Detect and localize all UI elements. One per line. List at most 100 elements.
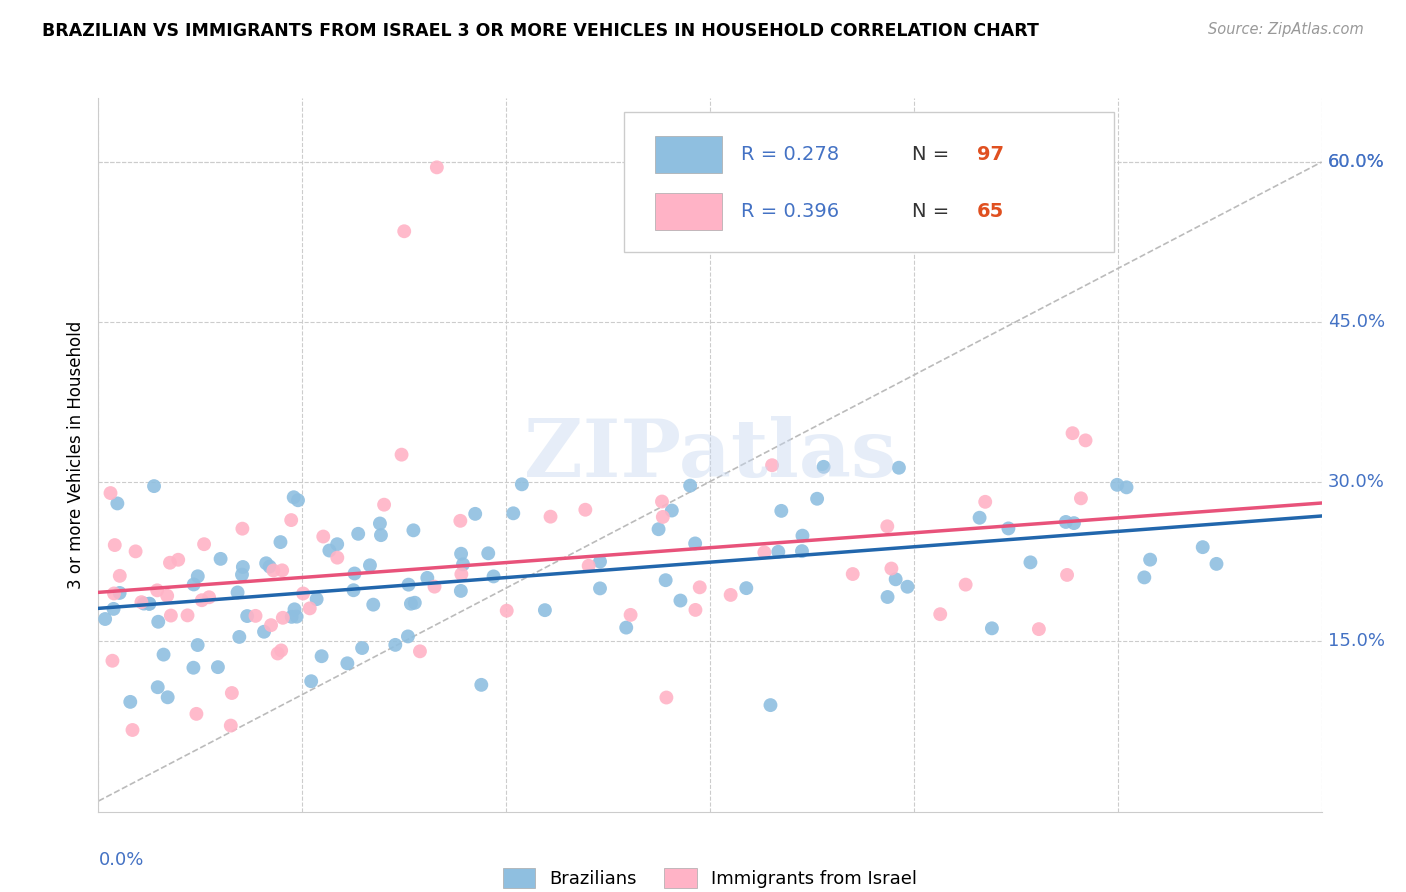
Point bbox=[1070, 491, 1092, 506]
Point bbox=[884, 572, 907, 586]
Point bbox=[426, 161, 449, 175]
Point bbox=[283, 602, 305, 616]
Point bbox=[103, 586, 125, 600]
Point bbox=[298, 601, 321, 615]
Point bbox=[198, 591, 221, 605]
Point bbox=[477, 546, 499, 560]
Point bbox=[510, 477, 533, 491]
Text: 30.0%: 30.0% bbox=[1327, 473, 1385, 491]
Point bbox=[121, 723, 143, 737]
Point bbox=[370, 528, 392, 542]
Point bbox=[974, 495, 997, 509]
Point bbox=[589, 555, 612, 569]
Point bbox=[647, 522, 669, 536]
Point bbox=[1139, 552, 1161, 566]
Point bbox=[464, 507, 486, 521]
Point bbox=[955, 577, 977, 591]
Point bbox=[404, 596, 426, 610]
Point bbox=[399, 597, 422, 611]
Text: R = 0.396: R = 0.396 bbox=[741, 202, 839, 221]
Point bbox=[231, 567, 253, 582]
Point bbox=[876, 590, 898, 604]
Point bbox=[1063, 516, 1085, 530]
FancyBboxPatch shape bbox=[655, 136, 723, 173]
Point bbox=[1054, 515, 1077, 529]
Point bbox=[271, 563, 294, 577]
Point bbox=[655, 690, 678, 705]
Point bbox=[359, 558, 381, 573]
Point bbox=[470, 678, 492, 692]
Point bbox=[651, 510, 673, 524]
Point bbox=[368, 516, 391, 531]
Point bbox=[669, 593, 692, 607]
Point bbox=[254, 556, 277, 570]
Point bbox=[1019, 555, 1042, 569]
Point bbox=[193, 537, 215, 551]
Point bbox=[146, 583, 169, 598]
Point bbox=[280, 610, 302, 624]
Point bbox=[120, 695, 142, 709]
Point bbox=[1205, 557, 1227, 571]
Point bbox=[186, 706, 208, 721]
Point bbox=[880, 561, 903, 575]
Point bbox=[398, 577, 420, 591]
Point bbox=[104, 538, 127, 552]
Point bbox=[813, 459, 835, 474]
Point bbox=[187, 569, 209, 583]
Text: R = 0.278: R = 0.278 bbox=[741, 145, 839, 164]
Text: N =: N = bbox=[912, 202, 955, 221]
Point bbox=[352, 640, 374, 655]
Point bbox=[260, 618, 283, 632]
Point bbox=[373, 498, 395, 512]
Point bbox=[495, 604, 517, 618]
Point bbox=[108, 586, 131, 600]
Point bbox=[108, 569, 131, 583]
Point bbox=[132, 597, 155, 611]
Point bbox=[285, 609, 308, 624]
Point bbox=[502, 506, 524, 520]
Point bbox=[1074, 434, 1097, 448]
Point bbox=[876, 519, 898, 533]
FancyBboxPatch shape bbox=[624, 112, 1114, 252]
Point bbox=[231, 522, 253, 536]
Point bbox=[124, 544, 146, 558]
Point bbox=[392, 224, 416, 238]
Point bbox=[312, 529, 335, 543]
Text: 15.0%: 15.0% bbox=[1327, 632, 1385, 650]
Point bbox=[228, 630, 250, 644]
Point bbox=[326, 550, 349, 565]
Point bbox=[768, 545, 790, 559]
Point bbox=[416, 571, 439, 585]
Point bbox=[735, 581, 758, 595]
Point bbox=[280, 513, 302, 527]
Point bbox=[423, 580, 446, 594]
Text: ZIPatlas: ZIPatlas bbox=[524, 416, 896, 494]
Point bbox=[997, 521, 1019, 535]
Point bbox=[191, 593, 214, 607]
Point bbox=[540, 509, 562, 524]
Point bbox=[1028, 622, 1050, 636]
Point bbox=[384, 638, 406, 652]
Point bbox=[450, 547, 472, 561]
Point bbox=[271, 611, 294, 625]
Point bbox=[759, 698, 782, 712]
Point bbox=[654, 573, 676, 587]
Point bbox=[1133, 570, 1156, 584]
Point bbox=[409, 644, 432, 658]
Point bbox=[305, 592, 328, 607]
Point bbox=[534, 603, 557, 617]
Text: 45.0%: 45.0% bbox=[1327, 313, 1385, 331]
Point bbox=[187, 638, 209, 652]
Point bbox=[156, 589, 179, 603]
Point bbox=[336, 657, 359, 671]
Point bbox=[679, 478, 702, 492]
Point bbox=[1107, 478, 1129, 492]
Point bbox=[221, 686, 243, 700]
Point bbox=[101, 654, 124, 668]
Point bbox=[1056, 568, 1078, 582]
Point bbox=[1191, 540, 1213, 554]
Point bbox=[262, 564, 284, 578]
Y-axis label: 3 or more Vehicles in Household: 3 or more Vehicles in Household bbox=[67, 321, 86, 589]
Point bbox=[236, 609, 259, 624]
Text: 65: 65 bbox=[977, 202, 1004, 221]
